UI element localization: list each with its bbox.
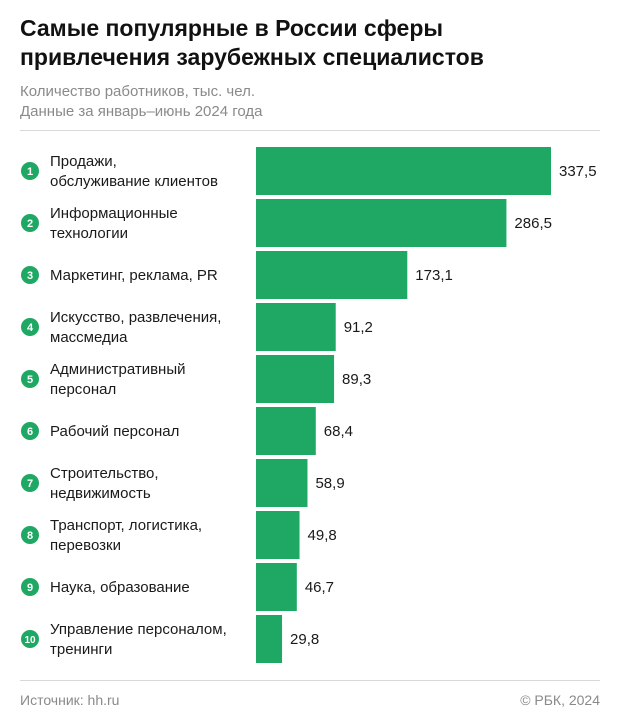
value-label: 46,7 [305, 579, 334, 596]
rank-number: 7 [27, 478, 33, 490]
bar-row: 6 Рабочий персонал 68,4 [21, 407, 353, 455]
rank-badge [21, 422, 39, 440]
top-divider [20, 130, 600, 131]
rank-number: 5 [27, 374, 33, 386]
value-label: 68,4 [324, 423, 353, 440]
title-line-2: привлечения зарубежных специалистов [20, 44, 484, 70]
value-label: 89,3 [342, 371, 371, 388]
rank-badge [21, 266, 39, 284]
bar-row: 7 Строительство, недвижимость 58,9 [21, 459, 345, 507]
category-label: тренинги [50, 641, 112, 658]
bar-row: 5 Административный персонал 89,3 [21, 355, 371, 403]
category-label: Маркетинг, реклама, PR [50, 267, 218, 284]
bottom-divider [20, 680, 600, 681]
rank-badge [21, 162, 39, 180]
bar-row: 9 Наука, образование 46,7 [21, 563, 334, 611]
value-label: 49,8 [308, 527, 337, 544]
category-label: Наука, образование [50, 579, 190, 596]
category-label: Рабочий персонал [50, 423, 179, 440]
value-label: 91,2 [344, 319, 373, 336]
rank-number: 10 [24, 635, 36, 646]
category-label: Транспорт, логистика, [50, 517, 202, 534]
rank-number: 8 [27, 530, 33, 542]
rank-badge [21, 630, 39, 648]
category-label: Административный [50, 361, 186, 378]
value-label: 173,1 [415, 267, 453, 284]
rank-badge [21, 578, 39, 596]
value-label: 337,5 [559, 163, 597, 180]
category-label: перевозки [50, 537, 121, 554]
category-label: технологии [50, 225, 128, 242]
bar-chart: 1 Продажи, обслуживание клиентов 337,5 2 Инфо… [21, 147, 597, 663]
category-label: Искусство, развлечения, [50, 309, 221, 326]
bar-row: 4 Искусство, развлечения, массмедиа 91,2 [21, 303, 373, 351]
bar-row: 3 Маркетинг, реклама, PR 173,1 [21, 251, 453, 299]
bar-row: 2 Информационные технологии 286,5 [21, 199, 552, 247]
rank-number: 1 [27, 166, 33, 178]
rank-badge [21, 318, 39, 336]
bar [256, 511, 300, 559]
source-note: Источник: hh.ru [20, 692, 120, 708]
rank-number: 9 [27, 582, 33, 594]
bar [256, 355, 335, 403]
bar-row: 8 Транспорт, логистика, перевозки 49,8 [21, 511, 337, 559]
value-label: 286,5 [514, 215, 552, 232]
rank-badge [21, 370, 39, 388]
chart-subtitle: Количество работников, тыс. чел. Данные … [20, 82, 600, 122]
category-label: недвижимость [50, 485, 151, 502]
bar [256, 251, 408, 299]
category-label: Управление персоналом, [50, 621, 227, 638]
rank-badge [21, 474, 39, 492]
value-label: 29,8 [290, 631, 319, 648]
bar [256, 615, 283, 663]
rank-number: 4 [27, 322, 34, 334]
bar [256, 407, 316, 455]
rank-number: 6 [27, 426, 33, 438]
chart-title: Самые популярные в России сферы привлече… [20, 14, 600, 72]
value-label: 58,9 [315, 475, 344, 492]
bar [256, 459, 308, 507]
copyright-note: © РБК, 2024 [520, 692, 600, 708]
rank-badge [21, 526, 39, 544]
category-label: Строительство, [50, 465, 159, 482]
bar [256, 199, 507, 247]
category-label: Информационные [50, 205, 178, 222]
rank-badge [21, 214, 39, 232]
bar-row: 1 Продажи, обслуживание клиентов 337,5 [21, 147, 597, 195]
category-label: Продажи, [50, 153, 117, 170]
bar [256, 563, 297, 611]
subtitle-period: Данные за январь–июнь 2024 года [20, 103, 263, 120]
category-label: обслуживание клиентов [50, 173, 218, 190]
subtitle-units: Количество работников, тыс. чел. [20, 83, 255, 100]
rank-number: 2 [27, 218, 33, 230]
category-label: персонал [50, 381, 116, 398]
bar [256, 147, 551, 195]
bar [256, 303, 336, 351]
title-line-1: Самые популярные в России сферы [20, 15, 444, 41]
category-label: массмедиа [50, 329, 128, 346]
bar-row: 10 Управление персоналом, тренинги 29,8 [21, 615, 319, 663]
rank-number: 3 [27, 270, 33, 282]
